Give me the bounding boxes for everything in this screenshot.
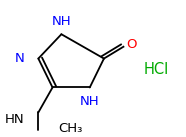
Text: NH: NH — [52, 15, 71, 28]
Text: HCl: HCl — [144, 62, 169, 77]
Text: HN: HN — [4, 113, 24, 126]
Text: NH: NH — [80, 95, 100, 108]
Text: N: N — [14, 52, 24, 65]
Text: CH₃: CH₃ — [58, 122, 82, 135]
Text: O: O — [126, 38, 137, 51]
